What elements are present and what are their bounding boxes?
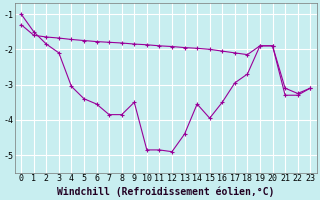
X-axis label: Windchill (Refroidissement éolien,°C): Windchill (Refroidissement éolien,°C) [57, 186, 274, 197]
